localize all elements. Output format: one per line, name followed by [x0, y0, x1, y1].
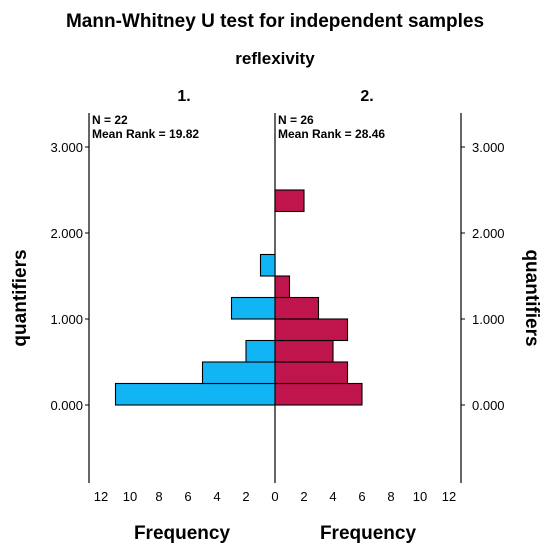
group-1-label: 1.: [177, 88, 190, 105]
group-2-n: N = 26: [278, 113, 314, 127]
x-tick-7: 2: [300, 489, 307, 504]
y-tick-right-3: 3.000: [472, 140, 505, 155]
y-tick-left-1: 1.000: [50, 312, 83, 327]
bars-layer: [114, 189, 363, 406]
x-tick-2: 8: [155, 489, 162, 504]
y-tick-right-2: 2.000: [472, 226, 505, 241]
y-axis-label-right: quantifiers: [521, 249, 542, 346]
group-2-mean-rank: Mean Rank = 28.46: [278, 127, 385, 141]
x-axis-label-right: Frequency: [320, 523, 417, 544]
y-tick-right-1: 1.000: [472, 312, 505, 327]
bar-group1-4: [259, 253, 276, 277]
bar-group1-1: [201, 361, 276, 385]
x-ticks: 12 10 8 6 4 2 0 2 4 6 8 10 12: [94, 489, 456, 504]
bar-group2-6: [274, 189, 305, 213]
bar-group1-2: [245, 339, 276, 363]
bar-group2-5: [274, 275, 291, 299]
bar-group1-3: [230, 296, 276, 320]
x-tick-10: 8: [387, 489, 394, 504]
x-tick-4: 4: [213, 489, 220, 504]
bar-group2-4: [274, 296, 320, 320]
y-tick-left-3: 3.000: [50, 140, 83, 155]
x-tick-12: 12: [442, 489, 456, 504]
bar-group2-1: [274, 361, 349, 385]
bar-group2-2: [274, 339, 334, 363]
y-ticks-right: 0.000 1.000 2.000 3.000: [461, 140, 505, 413]
x-tick-3: 6: [184, 489, 191, 504]
x-tick-8: 4: [329, 489, 336, 504]
x-tick-5: 2: [242, 489, 249, 504]
y-tick-right-0: 0.000: [472, 398, 505, 413]
group-1-n: N = 22: [92, 113, 128, 127]
x-tick-6: 0: [271, 489, 278, 504]
y-tick-left-0: 0.000: [50, 398, 83, 413]
bar-group2-0: [274, 382, 363, 406]
bar-group1-0: [114, 382, 276, 406]
group-2-label: 2.: [360, 88, 373, 105]
x-tick-9: 6: [358, 489, 365, 504]
chart-subtitle: reflexivity: [235, 49, 315, 68]
bar-group2-3: [274, 318, 349, 342]
y-axis-label-left: quantifiers: [10, 249, 31, 346]
x-tick-0: 12: [94, 489, 108, 504]
y-tick-left-2: 2.000: [50, 226, 83, 241]
x-tick-1: 10: [123, 489, 137, 504]
group-1-mean-rank: Mean Rank = 19.82: [92, 127, 199, 141]
x-tick-11: 10: [413, 489, 427, 504]
y-ticks-left: 0.000 1.000 2.000 3.000: [50, 140, 89, 413]
chart-title: Mann-Whitney U test for independent samp…: [66, 11, 484, 32]
x-axis-label-left: Frequency: [134, 523, 231, 544]
